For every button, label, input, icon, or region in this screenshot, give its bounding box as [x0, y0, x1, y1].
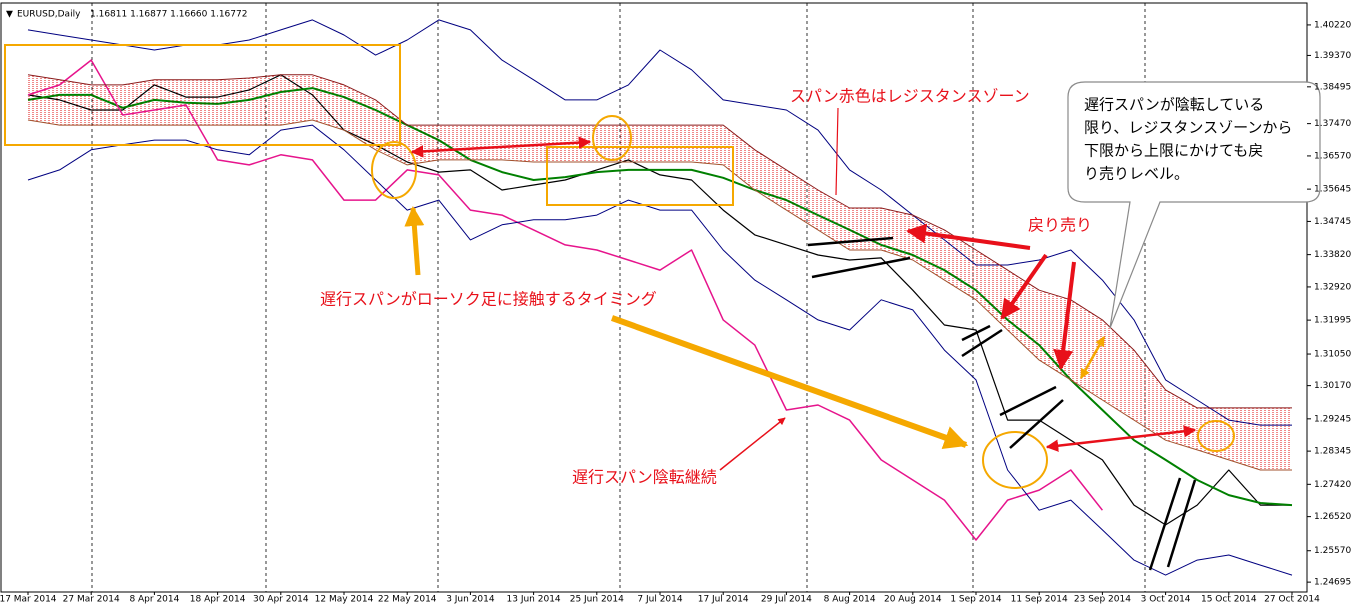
y-tick-label: 1.28345: [1314, 447, 1351, 457]
y-tick-label: 1.29245: [1314, 414, 1351, 424]
callout-line: り売りレベル。: [1084, 165, 1189, 183]
x-tick-label: 12 May 2014: [315, 595, 374, 605]
annotation-pointer: [835, 107, 839, 196]
y-tick-label: 1.24695: [1314, 578, 1351, 588]
x-tick-label: 17 Jul 2014: [698, 595, 749, 605]
callout-line: 限り、レジスタンスゾーンから: [1084, 119, 1292, 137]
series-line: [27, 87, 1293, 507]
x-tick-label: 13 Jun 2014: [507, 595, 561, 605]
y-tick-label: 1.37470: [1314, 119, 1351, 129]
callout-line: 遅行スパンが陰転している: [1084, 96, 1264, 114]
y-tick-label: 1.26520: [1314, 512, 1351, 522]
annotation-shapes: [4, 44, 1321, 571]
annotation: スパン赤色はレジスタンスゾーン: [790, 87, 1030, 106]
x-tick-label: 22 May 2014: [378, 595, 437, 605]
x-tick-label: 11 Sep 2014: [1011, 595, 1068, 605]
series-layer: [27, 19, 1293, 576]
x-tick-label: 15 Oct 2014: [1201, 595, 1257, 605]
y-tick-label: 1.36570: [1314, 151, 1351, 161]
x-tick-label: 29 Jul 2014: [761, 595, 812, 605]
y-tick-label: 1.40220: [1314, 20, 1351, 30]
series-line: [27, 59, 1103, 541]
y-tick-label: 1.25570: [1314, 546, 1351, 556]
y-tick-label: 1.38495: [1314, 82, 1351, 92]
y-tick-label: 1.27420: [1314, 480, 1351, 490]
annotation: 遅行スパンがローソク足に接触するタイミング: [320, 290, 657, 309]
x-tick-label: 25 Jun 2014: [570, 595, 624, 605]
x-tick-label: 23 Sep 2014: [1074, 595, 1131, 605]
symbol: EURUSD,Daily: [17, 10, 81, 20]
y-tick-label: 1.30170: [1314, 381, 1351, 391]
x-tick-label: 3 Oct 2014: [1141, 595, 1191, 605]
y-tick-label: 1.34745: [1314, 217, 1351, 227]
callout-line: 下限から上限にかけても戻: [1084, 142, 1263, 160]
y-tick-label: 1.31995: [1314, 316, 1351, 326]
x-tick-label: 8 Aug 2014: [824, 595, 876, 605]
y-tick-label: 1.33820: [1314, 250, 1351, 260]
x-tick-label: 30 Apr 2014: [253, 595, 309, 605]
x-tick-label: 27 Mar 2014: [63, 595, 120, 605]
plot-frame: [0, 2, 1308, 593]
header-icon: ▼: [6, 10, 13, 20]
x-tick-label: 27 Oct 2014: [1264, 595, 1320, 605]
annotation: 戻り売り: [1028, 216, 1092, 235]
annotation: 遅行スパン陰転継続: [572, 468, 717, 487]
x-tick-label: 3 Jun 2014: [446, 595, 495, 605]
y-tick-label: 1.35645: [1314, 185, 1351, 195]
x-tick-label: 1 Sep 2014: [950, 595, 1002, 605]
series-line: [27, 124, 1293, 576]
series-line: [27, 19, 1292, 426]
x-tick-label: 18 Apr 2014: [190, 595, 246, 605]
quote: 1.16811 1.16877 1.16660 1.16772: [90, 10, 247, 20]
series-line: [27, 74, 1292, 409]
x-tick-label: 17 Mar 2014: [0, 595, 57, 605]
y-tick-label: 1.39370: [1314, 51, 1351, 61]
y-tick-label: 1.31050: [1314, 350, 1351, 360]
x-tick-label: 8 Apr 2014: [129, 595, 179, 605]
y-tick-label: 1.32920: [1314, 282, 1351, 292]
series-line: [27, 119, 1292, 471]
x-tick-label: 20 Aug 2014: [884, 595, 942, 605]
x-tick-label: 7 Jul 2014: [637, 595, 682, 605]
